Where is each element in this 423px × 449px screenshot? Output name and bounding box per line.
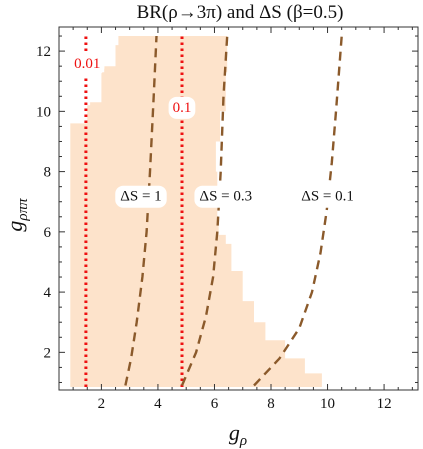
annotation-2: ΔS = 1 xyxy=(115,185,167,208)
y-tick-label: 4 xyxy=(44,285,52,301)
ds-curve-3 xyxy=(180,35,229,386)
annotation-3: ΔS = 0.3 xyxy=(194,185,258,208)
annotation-text: ΔS = 0.1 xyxy=(301,189,354,205)
y-axis-label: gρππ xyxy=(2,198,31,232)
ds-curve-4 xyxy=(253,35,343,387)
allowed-region xyxy=(70,36,322,387)
annotation-text: ΔS = 0.3 xyxy=(199,189,252,205)
chart-title: BR(ρ→3π) and ΔS (β=0.5) xyxy=(137,2,344,23)
y-tick-label: 2 xyxy=(44,345,52,361)
y-tick-label: 8 xyxy=(44,165,52,181)
x-tick-label: 10 xyxy=(320,396,335,412)
x-tick-label: 4 xyxy=(154,396,162,412)
annotation-bg xyxy=(194,185,258,208)
y-tick-label: 10 xyxy=(36,104,51,120)
annotation-1: 0.1 xyxy=(168,96,196,119)
annotation-bg xyxy=(70,53,105,76)
annotation-bg xyxy=(115,185,167,208)
y-tick-label: 12 xyxy=(36,44,51,60)
annotation-text: ΔS = 1 xyxy=(120,189,161,205)
y-tick-label: 6 xyxy=(44,225,52,241)
x-tick-label: 12 xyxy=(377,396,392,412)
annotation-text: 0.1 xyxy=(173,100,192,116)
annotation-text: 0.01 xyxy=(74,56,100,72)
x-tick-label: 6 xyxy=(211,396,219,412)
x-axis-label: gρ xyxy=(229,420,247,449)
annotation-bg xyxy=(296,185,359,208)
plot-frame xyxy=(58,26,419,391)
annotation-0: 0.01 xyxy=(70,53,105,76)
annotation-bg xyxy=(168,96,196,119)
annotation-4: ΔS = 0.1 xyxy=(296,185,359,208)
x-tick-label: 8 xyxy=(267,396,275,412)
x-tick-label: 2 xyxy=(98,396,106,412)
ds-curve-2 xyxy=(124,35,158,386)
